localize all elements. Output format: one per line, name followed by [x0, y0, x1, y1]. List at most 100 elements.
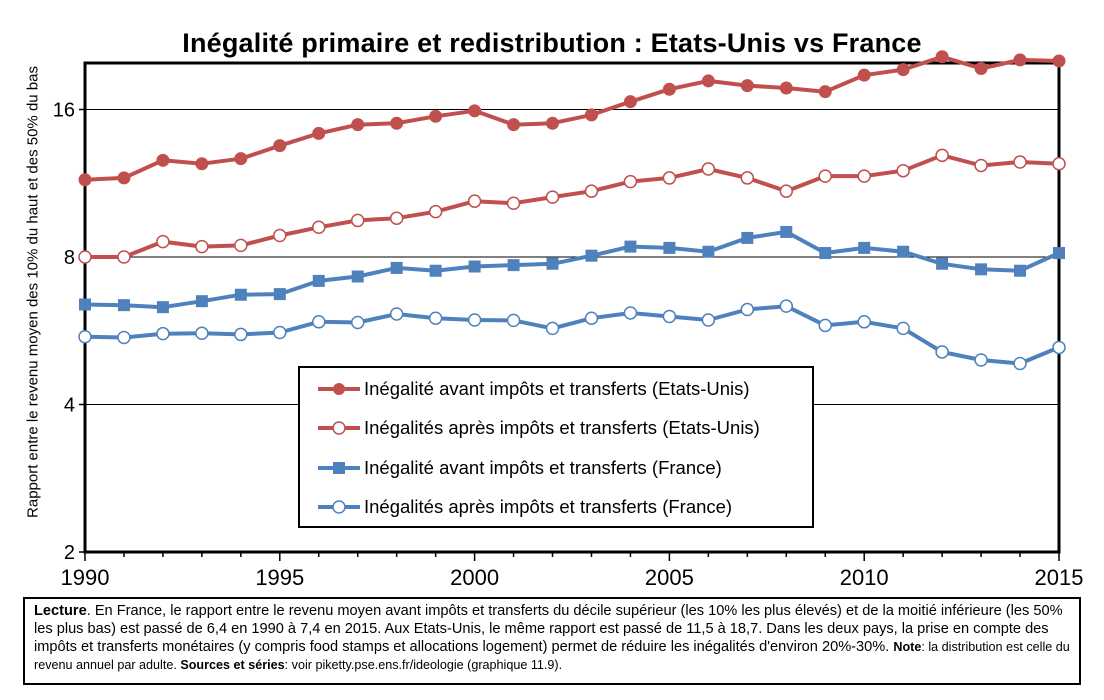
data-point	[701, 313, 716, 327]
data-point	[117, 171, 131, 185]
data-point	[662, 309, 677, 324]
data-point	[506, 196, 521, 210]
data-point	[468, 260, 481, 273]
data-point	[818, 169, 832, 183]
data-point	[624, 240, 637, 253]
x-axis-ticks: 1990 1995 2000 2005 2010 2015	[61, 552, 1084, 590]
reading-note: Lecture. En France, le rapport entre le …	[23, 597, 1081, 685]
data-point	[1053, 247, 1065, 260]
data-point	[741, 231, 754, 244]
data-point	[351, 270, 364, 283]
gridlines	[85, 109, 1059, 405]
data-point	[78, 173, 92, 187]
data-point	[390, 116, 404, 130]
data-point	[389, 307, 404, 321]
data-point	[819, 247, 832, 260]
data-point	[935, 50, 949, 64]
data-point	[156, 234, 170, 249]
data-point	[779, 184, 794, 198]
sources-label: Sources et séries	[180, 658, 285, 672]
legend-label-fr-before: Inégalité avant impôts et transferts (Fr…	[364, 457, 722, 478]
data-point	[156, 326, 170, 341]
data-point	[312, 274, 325, 287]
legend-label-us-after: Inégalités après impôts et transferts (E…	[364, 417, 760, 438]
data-point	[935, 148, 949, 163]
data-point	[546, 116, 560, 130]
data-point	[857, 315, 871, 329]
legend-swatch-filled-square	[318, 462, 360, 474]
data-point	[896, 163, 910, 178]
data-point	[117, 330, 131, 345]
data-point	[156, 301, 169, 314]
data-point	[234, 327, 248, 342]
data-point	[818, 318, 832, 333]
data-point	[780, 225, 793, 238]
data-point	[740, 171, 755, 185]
data-point	[1052, 54, 1066, 68]
data-point	[350, 315, 365, 330]
series-fr-before	[79, 225, 1065, 314]
y-axis-ticks: 2 4 8 16	[53, 100, 85, 564]
legend-item-us-after: Inégalités après impôts et transferts (E…	[318, 415, 760, 441]
y-tick-label: 8	[64, 247, 75, 269]
data-point	[156, 153, 170, 167]
data-point	[467, 313, 482, 327]
data-point	[468, 104, 482, 118]
legend-swatch-open-circle	[318, 421, 360, 435]
data-point	[350, 213, 365, 228]
data-point	[585, 249, 598, 262]
series-line	[84, 54, 1060, 182]
legend: Inégalité avant impôts et transferts (Et…	[298, 366, 814, 528]
data-point	[935, 345, 949, 359]
series-line	[84, 229, 1060, 310]
note-text-2: : la distribution est celle du revenu an…	[34, 640, 1070, 672]
data-point	[623, 95, 637, 109]
data-point	[1013, 53, 1027, 67]
data-point	[429, 109, 443, 123]
data-point	[1014, 264, 1027, 277]
series-us-before	[78, 50, 1066, 187]
chart-title: Inégalité primaire et redistribution : E…	[182, 28, 922, 58]
data-point	[117, 299, 130, 312]
data-point	[195, 157, 209, 171]
data-point	[428, 311, 443, 325]
data-point	[195, 295, 208, 308]
data-point	[779, 81, 793, 95]
series-line	[84, 304, 1060, 366]
data-point	[195, 239, 209, 254]
note-text: . En France, le rapport entre le revenu …	[34, 603, 1063, 655]
data-point	[584, 311, 599, 325]
data-point	[234, 238, 248, 253]
legend-item-us-before: Inégalité avant impôts et transferts (Et…	[318, 376, 750, 402]
data-point	[702, 245, 715, 258]
data-point	[701, 162, 716, 176]
note-label: Note	[893, 640, 922, 654]
x-tick-label: 1990	[61, 565, 110, 590]
data-point	[273, 139, 287, 153]
series-line	[85, 153, 1060, 259]
data-point	[78, 329, 92, 344]
data-point	[897, 245, 910, 258]
data-point	[974, 353, 988, 367]
series-fr-after	[78, 299, 1066, 371]
data-point	[546, 257, 559, 270]
series-us-after	[78, 148, 1066, 264]
data-point	[779, 299, 794, 313]
data-point	[1013, 356, 1027, 371]
data-point	[896, 63, 910, 77]
data-point	[273, 228, 287, 243]
data-point	[273, 325, 287, 340]
y-tick-label: 4	[64, 395, 75, 417]
data-point	[896, 321, 910, 336]
x-tick-label: 1995	[255, 565, 304, 590]
legend-label-us-before: Inégalité avant impôts et transferts (Et…	[364, 378, 750, 399]
data-point	[623, 174, 638, 189]
data-point	[351, 118, 365, 132]
data-point	[195, 326, 209, 341]
data-point	[234, 288, 247, 301]
x-tick-label: 2015	[1035, 565, 1084, 590]
legend-swatch-filled-circle	[318, 383, 360, 395]
data-point	[662, 171, 677, 185]
note-lead: Lecture	[34, 603, 87, 619]
